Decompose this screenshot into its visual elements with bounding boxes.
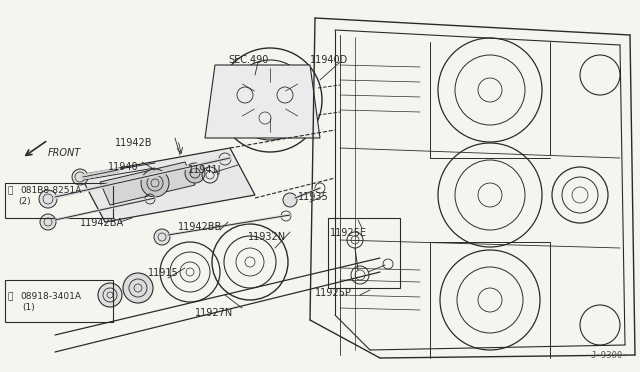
Text: 11940D: 11940D	[310, 55, 348, 65]
Circle shape	[185, 163, 205, 183]
Text: (2): (2)	[18, 197, 31, 206]
Bar	[5, 183, 113, 218]
Bar	[5, 280, 113, 322]
Circle shape	[154, 229, 170, 245]
Text: 081B8-8251A: 081B8-8251A	[20, 186, 81, 195]
Text: 11940: 11940	[108, 162, 139, 172]
Polygon shape	[205, 65, 320, 138]
Text: 11927N: 11927N	[195, 308, 233, 318]
Text: 11915: 11915	[148, 268, 179, 278]
Text: Ⓝ: Ⓝ	[8, 292, 13, 301]
Text: SEC.490: SEC.490	[228, 55, 268, 65]
Circle shape	[72, 169, 88, 185]
Circle shape	[40, 214, 56, 230]
Circle shape	[39, 190, 57, 208]
Text: 11942B: 11942B	[115, 138, 152, 148]
Circle shape	[283, 193, 297, 207]
Text: 11935: 11935	[298, 192, 329, 202]
Text: Ⓑ: Ⓑ	[8, 186, 13, 195]
Text: (1): (1)	[22, 303, 35, 312]
Circle shape	[123, 273, 153, 303]
Polygon shape	[80, 148, 255, 222]
Text: 11941J: 11941J	[188, 165, 221, 175]
Circle shape	[141, 169, 169, 197]
Text: 11932N: 11932N	[248, 232, 286, 242]
Text: 08918-3401A: 08918-3401A	[20, 292, 81, 301]
Text: 11942BB: 11942BB	[178, 222, 222, 232]
Circle shape	[98, 283, 122, 307]
Text: 11925E: 11925E	[330, 228, 367, 238]
Polygon shape	[100, 162, 195, 205]
Text: FRONT: FRONT	[48, 148, 81, 158]
Text: 11942BA: 11942BA	[80, 218, 124, 228]
Bar	[328, 218, 400, 288]
Text: J·9300·: J·9300·	[590, 351, 628, 360]
Text: 11925P: 11925P	[315, 288, 352, 298]
